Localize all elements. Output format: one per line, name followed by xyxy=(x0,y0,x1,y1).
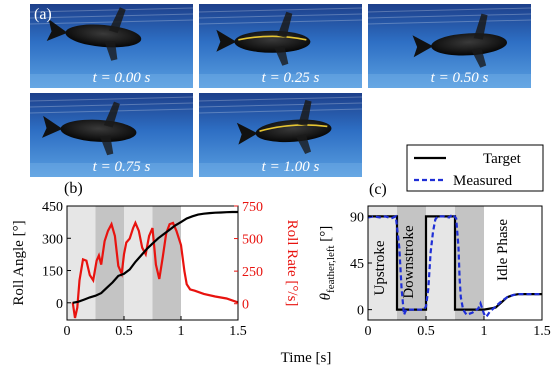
robot-fin xyxy=(103,101,120,128)
y-tick-label: 0 xyxy=(357,304,364,319)
photo-frame: t = 0.50 s xyxy=(367,4,532,88)
panel-b-label: (b) xyxy=(64,180,83,197)
y-tick-label: 450 xyxy=(42,200,63,215)
robot-fin xyxy=(277,11,293,38)
robot-fin xyxy=(471,47,487,68)
phase-annotation: Downstroke xyxy=(401,225,417,299)
robot-tail xyxy=(216,29,237,52)
photo-frame: t = 0.25 s xyxy=(198,4,363,88)
robot-tail xyxy=(236,122,258,145)
pool-line xyxy=(198,108,363,114)
phase-annotation: Idle Phase xyxy=(495,219,511,281)
x-tick-label: 1.5 xyxy=(533,324,551,339)
robot-fin xyxy=(473,13,488,40)
frame-time-label: t = 0.50 s xyxy=(431,70,489,86)
pool-line xyxy=(198,19,363,25)
feather-chart: 0 45 90 0 0.5 1 1.5 θfeather,left [°] Upstroke Do… xyxy=(318,144,551,339)
robot-stripe xyxy=(259,124,328,132)
roll-rate-line xyxy=(71,220,239,319)
pool-line xyxy=(198,102,363,108)
robot-tail xyxy=(412,35,434,58)
photo-frame: t = 0.00 s xyxy=(29,4,194,88)
y-right-tick-label: 250 xyxy=(242,265,263,280)
legend-box xyxy=(406,144,544,192)
pool-line xyxy=(198,13,363,19)
pool-floor xyxy=(199,74,362,88)
robot xyxy=(236,99,332,155)
panel-c-label: (c) xyxy=(369,181,387,198)
x-tick-label: 0.5 xyxy=(115,324,133,339)
robot-tail xyxy=(42,115,63,138)
pool-line xyxy=(29,102,194,108)
y-axis-label: Roll Angle [°] xyxy=(11,220,27,305)
shaded-band xyxy=(426,206,455,320)
robot-body xyxy=(60,119,137,142)
y-axis-label: θfeather,left [°] xyxy=(318,226,337,301)
robot-fin xyxy=(295,133,312,155)
plot-frame xyxy=(66,205,239,321)
robot xyxy=(412,13,508,68)
pool-floor xyxy=(30,163,193,177)
photo-frame: t = 0.75 s xyxy=(29,93,194,177)
y-right-axis-label: Roll Rate [°/s] xyxy=(284,220,300,307)
y-right-tick-label: 500 xyxy=(242,233,263,248)
robot-fin xyxy=(108,7,126,34)
y-right-tick-label: 750 xyxy=(242,200,263,215)
robot-fin xyxy=(104,40,118,61)
robot-body xyxy=(234,30,311,53)
shaded-band xyxy=(67,206,96,320)
robot-fin xyxy=(100,135,114,156)
panel-a-label: (a) xyxy=(34,6,52,23)
pool-line xyxy=(29,13,194,19)
x-tick-label: 1.5 xyxy=(229,324,247,339)
frame-time-label: t = 1.00 s xyxy=(262,159,320,175)
x-tick-label: 1 xyxy=(178,324,185,339)
robot xyxy=(42,101,137,156)
pool-line xyxy=(29,7,194,13)
y-tick-label: 150 xyxy=(42,265,63,280)
phase-annotation: Upstroke xyxy=(372,240,388,295)
pool-floor xyxy=(30,74,193,88)
robot xyxy=(46,7,142,61)
x-tick-label: 0 xyxy=(64,324,71,339)
pool-line xyxy=(198,96,363,102)
robot-fin xyxy=(274,45,289,66)
y-tick-label: 0 xyxy=(56,297,63,312)
y-tick-label: 90 xyxy=(350,210,364,225)
frame-time-label: t = 0.00 s xyxy=(93,70,151,86)
pool-line xyxy=(29,19,194,25)
y-right-tick-label: 0 xyxy=(242,298,249,313)
photo-frame: t = 1.00 s xyxy=(198,93,363,177)
shared-x-axis-label: Time [s] xyxy=(281,350,332,366)
robot xyxy=(216,11,311,66)
robot-body xyxy=(65,24,142,48)
shaded-band xyxy=(368,206,397,320)
pool-floor xyxy=(368,74,531,88)
roll-angle-line xyxy=(72,210,238,304)
frame-time-label: t = 0.25 s xyxy=(262,70,320,86)
robot-fin xyxy=(298,99,312,126)
y-tick-label: 300 xyxy=(42,232,63,247)
x-tick-label: 0 xyxy=(365,324,372,339)
pool-line xyxy=(29,96,194,102)
frame-time-label: t = 0.75 s xyxy=(93,159,151,175)
photo-sequence: t = 0.00 s t = 0.25 s t = 0.50 s t = 0.75 s… xyxy=(29,4,532,177)
pool-line xyxy=(367,19,532,25)
x-tick-label: 0.5 xyxy=(417,324,435,339)
legend-label-target: Target xyxy=(483,151,522,167)
pool-line xyxy=(198,7,363,13)
pool-floor xyxy=(199,163,362,177)
legend: Target Measured xyxy=(406,144,544,192)
roll-chart: 0 150 300 450 0 250 500 750 0 0.5 1 1.5 Roll Angle [… xyxy=(11,200,300,339)
pool-line xyxy=(367,13,532,19)
x-tick-label: 1 xyxy=(481,324,488,339)
robot-tail xyxy=(46,19,68,42)
pool-line xyxy=(367,7,532,13)
shaded-band xyxy=(124,206,153,320)
robot-body xyxy=(431,33,508,56)
robot-stripe xyxy=(238,35,307,41)
legend-label-measured: Measured xyxy=(453,173,513,189)
y-tick-label: 45 xyxy=(350,257,364,272)
